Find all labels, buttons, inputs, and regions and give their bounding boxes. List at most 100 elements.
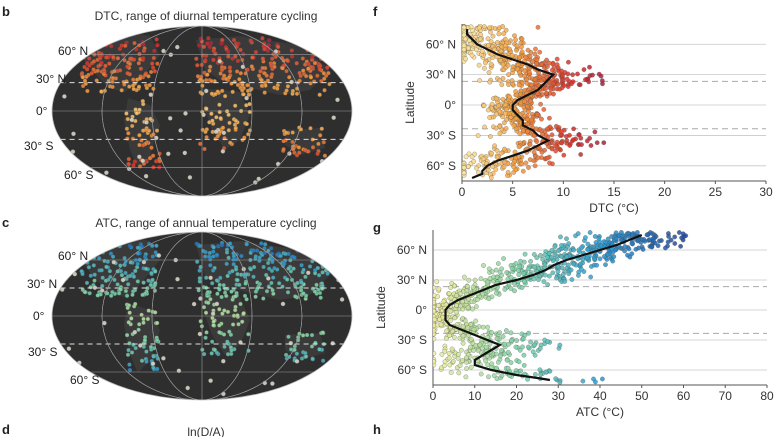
station-dot <box>144 359 149 364</box>
scatter-point <box>557 380 563 385</box>
station-dot <box>151 365 156 370</box>
station-dot <box>133 345 138 351</box>
station-dot <box>185 385 191 391</box>
y-tick-label: 60° S <box>398 363 427 377</box>
station-dot <box>269 63 274 68</box>
scatter-point <box>462 170 467 176</box>
station-dot <box>215 134 220 139</box>
x-tick-label: 60 <box>677 389 691 403</box>
station-dot <box>309 344 315 349</box>
scatter-point <box>483 344 489 350</box>
station-dot <box>301 267 306 273</box>
x-tick-label: 30 <box>759 185 773 199</box>
station-dot <box>152 48 157 54</box>
scatter-point <box>447 362 453 368</box>
station-dot <box>222 290 228 295</box>
station-dot <box>262 47 267 52</box>
station-dot <box>294 91 300 96</box>
scatter-point <box>508 330 514 336</box>
station-dot <box>204 135 209 140</box>
scatter-point <box>603 240 609 245</box>
station-dot <box>154 37 159 42</box>
scatter-point <box>471 348 476 353</box>
scatter-point <box>558 147 563 153</box>
station-dot <box>269 280 274 286</box>
scatter-point <box>504 357 510 363</box>
station-dot <box>100 283 105 289</box>
station-dot <box>299 263 304 268</box>
station-dot <box>126 347 131 353</box>
station-dot <box>109 293 114 298</box>
station-dot <box>125 352 131 357</box>
station-dot <box>316 273 322 278</box>
scatter-point <box>499 82 505 88</box>
scatter-point <box>502 146 507 152</box>
station-dot <box>115 282 120 287</box>
station-dot <box>306 243 311 249</box>
scatter-point <box>462 24 467 30</box>
scatter-point <box>526 266 531 272</box>
station-dot <box>244 242 249 247</box>
scatter-point <box>489 361 495 367</box>
station-dot <box>315 244 320 249</box>
scatter-point <box>534 61 539 66</box>
station-dot <box>126 156 131 162</box>
station-dot <box>308 126 313 131</box>
station-dot <box>130 123 135 129</box>
station-dot <box>107 53 113 58</box>
station-dot <box>286 266 291 271</box>
y-axis-label: Latitude <box>403 81 417 124</box>
mean-latitude-profile <box>444 233 643 382</box>
atc-lat-30n: 30° N <box>27 277 57 291</box>
station-dot <box>214 301 220 307</box>
scatter-point <box>649 244 655 250</box>
station-dot <box>221 283 226 288</box>
station-dot <box>206 254 212 259</box>
scatter-point <box>550 140 555 146</box>
station-dot <box>146 74 151 79</box>
station-dot <box>175 276 180 282</box>
scatter-point <box>489 330 494 335</box>
scatter-point <box>517 70 522 75</box>
scatter-point <box>553 376 559 382</box>
station-dot <box>85 61 90 66</box>
scatter-point <box>625 230 631 236</box>
scatter-point <box>627 254 633 260</box>
scatter-point <box>571 247 576 253</box>
station-dot <box>260 56 266 61</box>
scatter-point <box>493 125 499 131</box>
station-dot <box>200 83 205 88</box>
station-dot <box>290 88 296 94</box>
station-dot <box>108 251 114 256</box>
station-dot <box>125 136 130 141</box>
y-tick-label: 30° S <box>427 128 456 142</box>
scatter-point <box>537 49 543 55</box>
station-dot <box>168 52 174 58</box>
station-dot <box>94 251 99 256</box>
scatter-point <box>433 359 437 365</box>
map-meridian <box>101 232 303 400</box>
scatter-point <box>437 316 442 322</box>
scatter-point <box>552 244 558 250</box>
scatter-point <box>482 124 487 130</box>
station-dot <box>198 141 203 147</box>
station-dot <box>91 263 96 268</box>
scatter-point <box>493 167 499 172</box>
station-dot <box>233 54 238 59</box>
station-dot <box>275 86 280 91</box>
scatter-point <box>565 71 571 77</box>
scatter-point <box>564 76 570 82</box>
station-dot <box>211 323 216 328</box>
scatter-point <box>579 142 584 147</box>
scatter-point <box>562 279 568 284</box>
scatter-point <box>535 155 541 161</box>
scatter-point <box>513 37 518 43</box>
station-dot <box>270 259 275 265</box>
scatter-point <box>477 78 483 83</box>
scatter-point <box>477 342 483 348</box>
station-dot <box>253 254 258 259</box>
x-tick-label: 20 <box>658 185 672 199</box>
station-dot <box>257 258 262 264</box>
station-dot <box>233 125 238 131</box>
scatter-point <box>531 133 537 139</box>
